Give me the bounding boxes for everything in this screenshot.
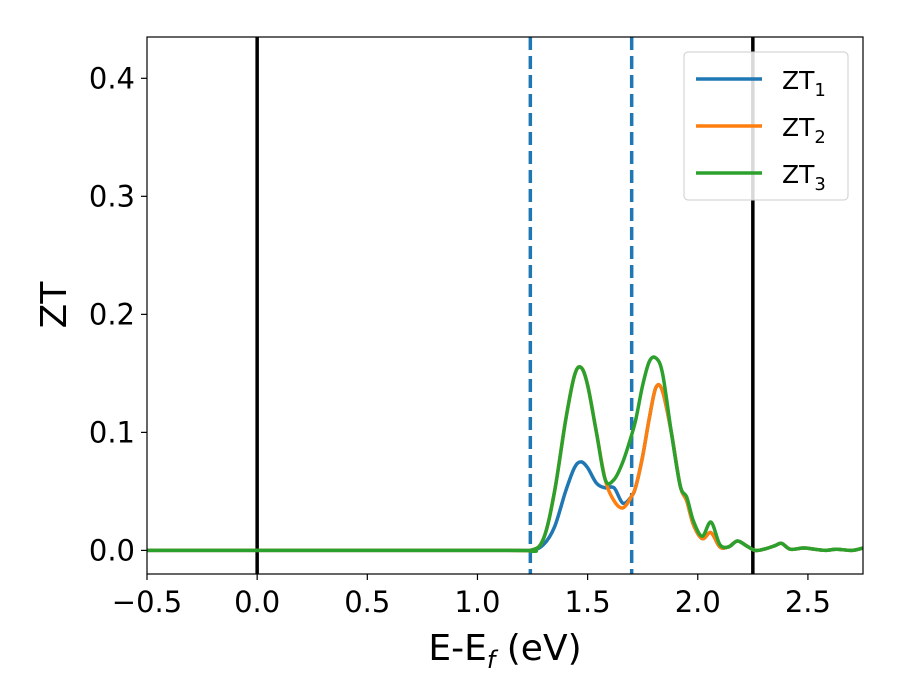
legend: ZT1 ZT2 ZT3 <box>683 51 849 201</box>
legend-box <box>683 51 849 201</box>
x-tick-label: −0.5 <box>112 585 182 619</box>
x-axis-label: E-Ef (eV) <box>428 628 581 674</box>
series-layer <box>147 355 863 554</box>
x-tick-label: 1.0 <box>454 585 500 619</box>
x-tick-label: 0.5 <box>344 585 390 619</box>
x-tick-label: 0.0 <box>234 585 280 619</box>
x-tick-label: 2.0 <box>675 585 721 619</box>
y-tick-label: 0.0 <box>89 533 135 567</box>
x-tick-label: 1.5 <box>565 585 611 619</box>
y-tick-label: 0.4 <box>89 61 135 95</box>
x-axis: −0.5 0.0 0.5 1.0 1.5 2.0 2.5 <box>112 574 831 619</box>
y-axis: 0.0 0.1 0.2 0.3 0.4 <box>89 61 147 567</box>
plot-frame <box>146 36 864 575</box>
series-line-zt2 <box>147 365 863 554</box>
y-axis-label: ZT <box>34 281 75 329</box>
y-tick-label: 0.1 <box>89 415 135 449</box>
y-tick-label: 0.3 <box>89 179 135 213</box>
series-line-zt1 <box>147 382 863 553</box>
y-tick-label: 0.2 <box>89 297 135 331</box>
legend-label-zt1: ZT1 <box>782 66 826 101</box>
x-tick-label: 2.5 <box>785 585 831 619</box>
series-line-zt3 <box>147 355 863 554</box>
legend-label-zt2: ZT2 <box>782 113 826 148</box>
legend-label-zt3: ZT3 <box>782 160 826 195</box>
vertical-lines <box>255 37 755 574</box>
